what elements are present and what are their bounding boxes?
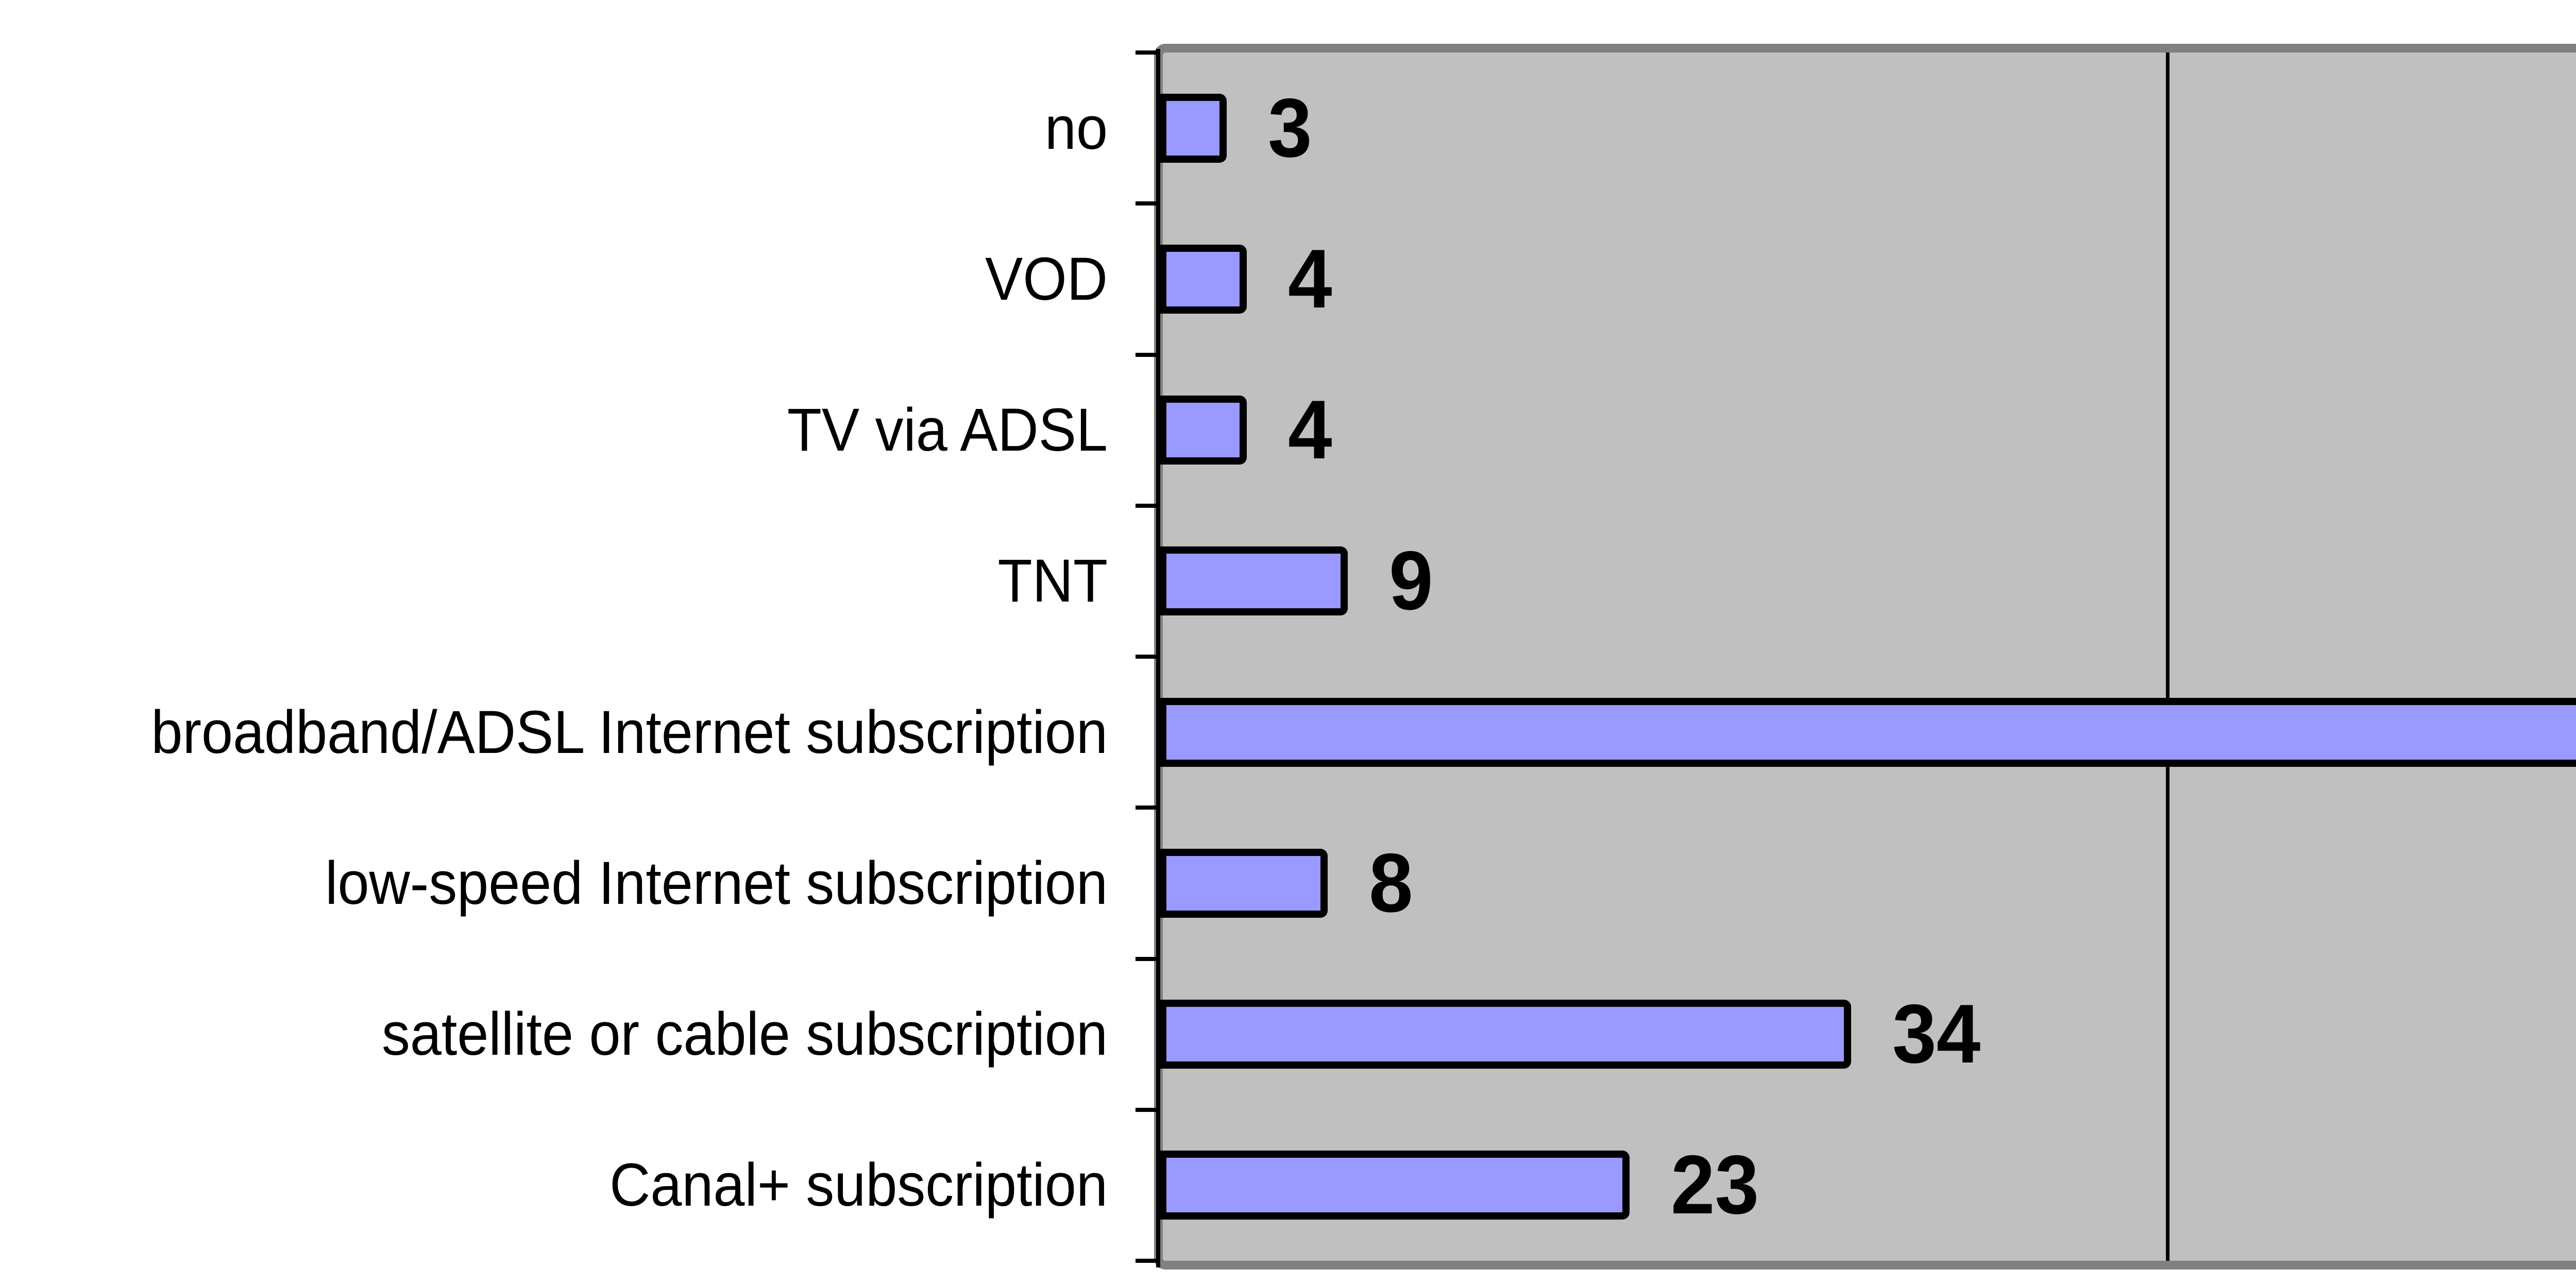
value-label: 9: [1388, 534, 1433, 628]
bar: [1159, 848, 1328, 918]
bar: [1159, 697, 2576, 767]
bar: [1159, 1000, 1852, 1069]
bar: [1159, 396, 1247, 465]
axis-tick: [1136, 956, 1159, 961]
value-label: 34: [1892, 987, 1981, 1081]
value-label: 8: [1368, 836, 1413, 930]
category-label: low-speed Internet subscription: [325, 849, 1108, 917]
category-label: Canal+ subscription: [609, 1151, 1108, 1220]
axis-tick: [1136, 655, 1159, 659]
bar: [1159, 1151, 1630, 1220]
category-label: VOD: [985, 245, 1108, 313]
axis-tick: [1136, 201, 1159, 206]
value-label: 3: [1268, 81, 1312, 175]
category-label: satellite or cable subscription: [381, 1000, 1108, 1069]
axis-tick: [1136, 805, 1159, 810]
axis-tick: [1136, 50, 1159, 55]
axis-tick: [1136, 503, 1159, 508]
category-label: no: [1044, 94, 1108, 162]
category-label: TV via ADSL: [787, 396, 1108, 465]
axis-tick: [1136, 1107, 1159, 1112]
category-label: broadband/ADSL Internet subscription: [151, 698, 1108, 766]
value-label: 23: [1671, 1138, 1759, 1232]
bar: [1159, 93, 1227, 163]
gridline-50: [2166, 53, 2170, 1261]
value-label: 4: [1288, 232, 1332, 325]
value-label: 4: [1288, 383, 1332, 477]
bar: [1159, 244, 1247, 314]
bar: [1159, 546, 1348, 616]
plot-area: [1154, 44, 2576, 1270]
category-label: TNT: [997, 547, 1108, 615]
axis-tick: [1136, 1259, 1159, 1263]
axis-tick: [1136, 352, 1159, 357]
